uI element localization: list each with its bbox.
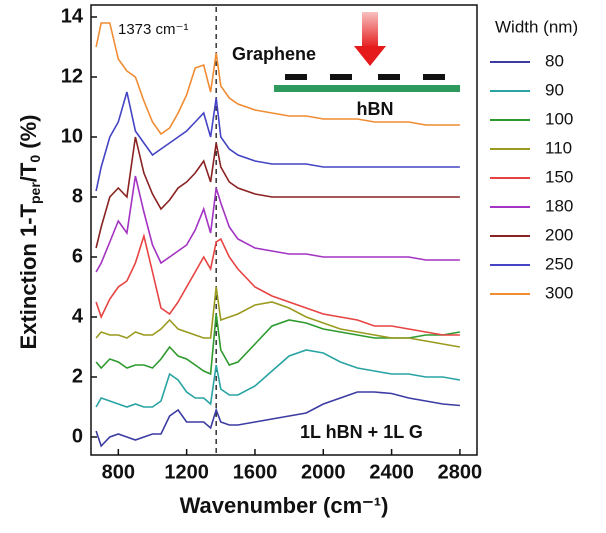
legend-label: 90 — [545, 80, 564, 99]
note: 1L hBN + 1L G — [300, 422, 423, 442]
y-tick-label: 2 — [72, 365, 83, 387]
x-tick-label: 2800 — [438, 461, 483, 483]
annotation: 1373 cm⁻¹ — [118, 21, 188, 38]
y-title-sub: 0 — [27, 155, 43, 163]
legend-label: 150 — [545, 167, 573, 186]
legend-label: 100 — [545, 109, 573, 128]
y-title-sub: per — [27, 182, 43, 204]
x-tick-label: 1600 — [233, 461, 278, 483]
series-line — [95, 313, 461, 376]
y-tick-label: 0 — [72, 425, 83, 447]
x-tick-label: 1200 — [164, 461, 209, 483]
legend-label: 300 — [545, 283, 573, 302]
series-line — [95, 175, 460, 273]
x-tick-label: 2000 — [301, 461, 346, 483]
inset-label: Graphene — [232, 44, 316, 64]
series-line — [95, 349, 461, 408]
y-title-part: (%) — [16, 115, 41, 155]
series-line — [95, 136, 460, 249]
y-tick-label: 14 — [61, 5, 84, 27]
x-axis-title: Wavenumber (cm⁻¹) — [180, 493, 389, 518]
inset-drawing — [274, 12, 460, 92]
y-tick-label: 12 — [61, 65, 83, 87]
y-tick-label: 6 — [72, 245, 83, 267]
x-tick-label: 2400 — [369, 461, 414, 483]
series-line — [95, 22, 460, 136]
y-tick-label: 10 — [61, 125, 83, 147]
y-tick-label: 8 — [72, 185, 83, 207]
legend-title: Width (nm) — [495, 17, 578, 36]
y-title-part: /T — [16, 162, 41, 182]
series-line — [95, 391, 460, 448]
legend-label: 110 — [545, 138, 572, 157]
series-line — [95, 232, 460, 336]
series-line — [95, 91, 460, 192]
y-tick-label: 4 — [72, 305, 84, 327]
legend-label: 80 — [545, 51, 564, 70]
legend-label: 200 — [545, 225, 573, 244]
inset-label: hBN — [357, 99, 394, 119]
series-line — [95, 286, 461, 348]
y-title-part: Extinction 1-T — [16, 203, 41, 349]
y-axis-title: Extinction 1-Tper/T0 (%) — [16, 115, 43, 350]
legend-label: 250 — [545, 254, 573, 273]
plot-frame — [90, 4, 478, 456]
x-tick-label: 800 — [102, 461, 135, 483]
legend-label: 180 — [545, 196, 573, 215]
